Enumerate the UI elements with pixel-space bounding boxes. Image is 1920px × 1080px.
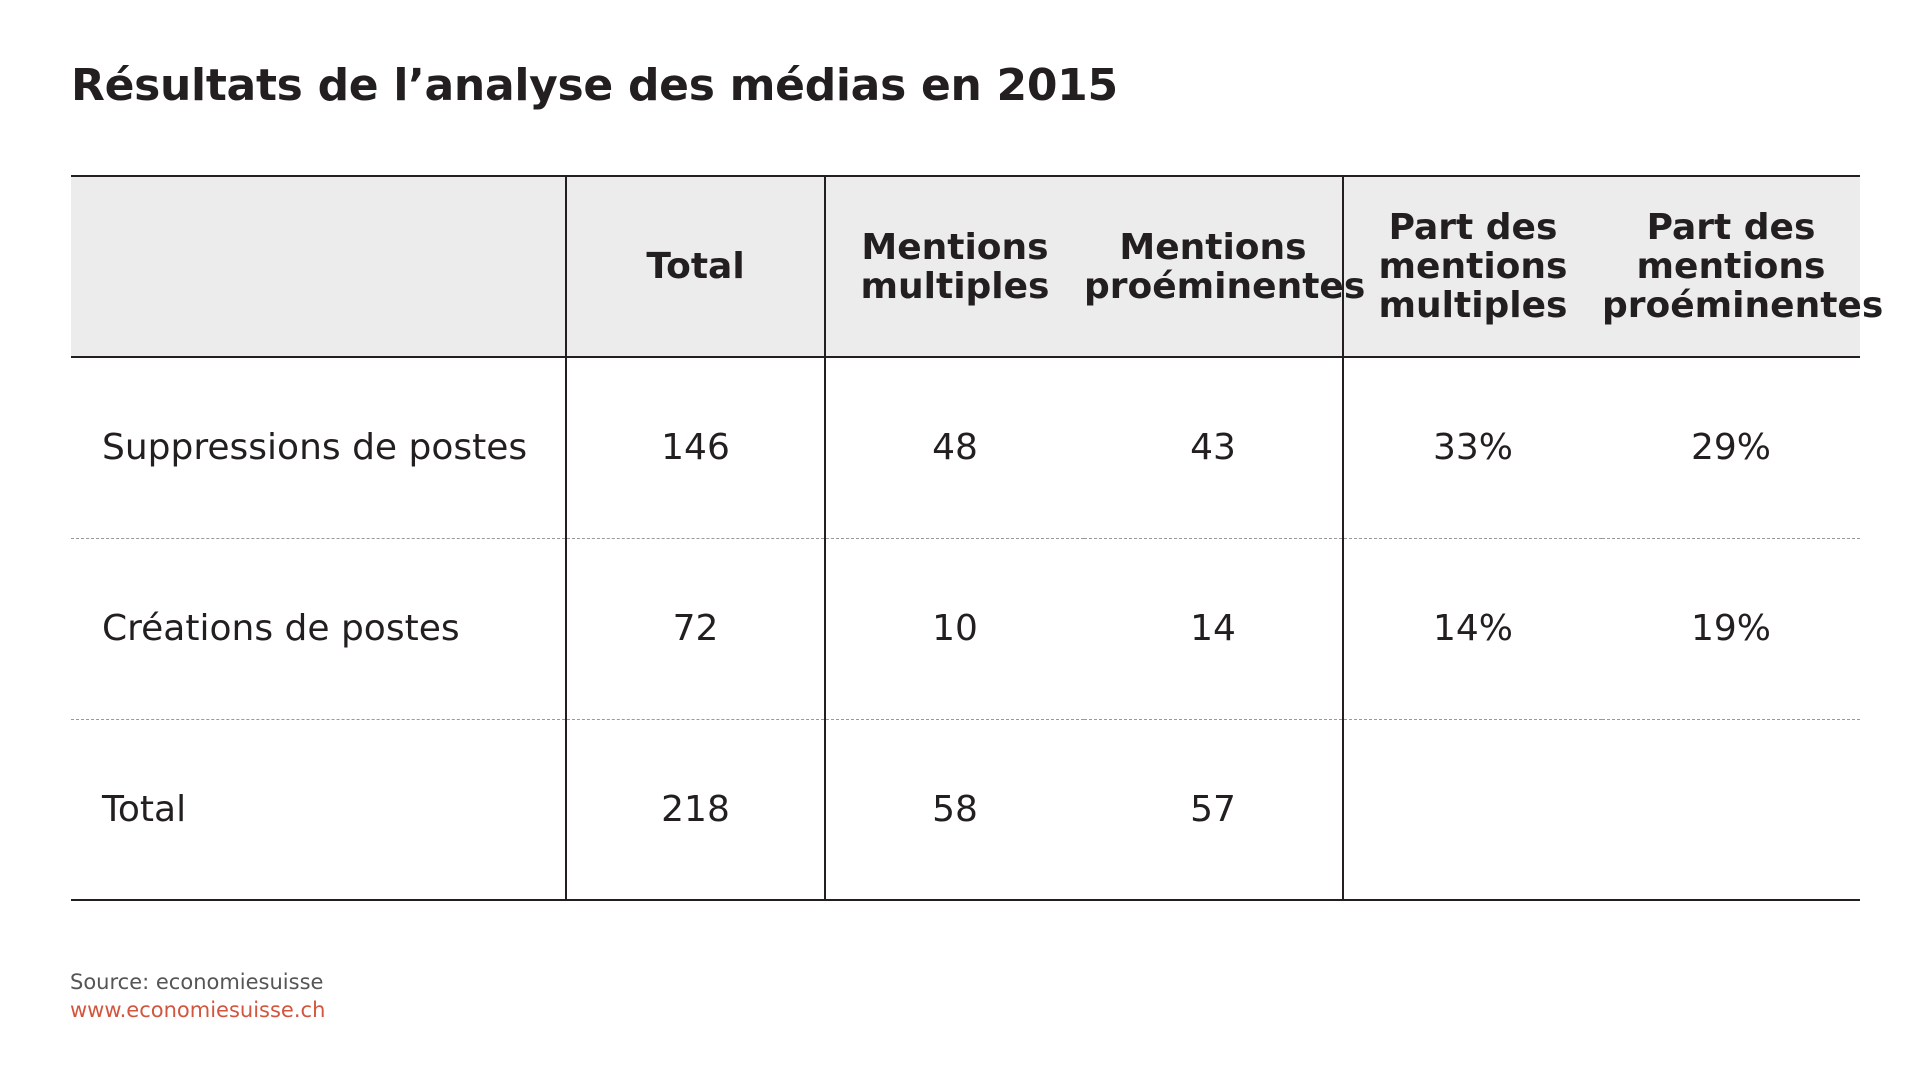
table-row: Créations de postes 72 10 14 14% 19% xyxy=(71,538,1860,720)
table-row: Suppressions de postes 146 48 43 33% 29% xyxy=(71,357,1860,539)
website-link[interactable]: www.economiesuisse.ch xyxy=(70,998,326,1022)
source-note: Source: economiesuisse xyxy=(70,970,324,994)
results-table-container: Total Mentions multiples Mentions proémi… xyxy=(71,175,1884,901)
cell-total: 146 xyxy=(566,357,826,539)
header-mentions-multiples: Mentions multiples xyxy=(825,175,1084,358)
cell-mentions-proeminentes: 14 xyxy=(1084,538,1344,720)
header-part-proeminentes: Part des mentions proéminentes xyxy=(1602,175,1884,358)
header-row: Total Mentions multiples Mentions proémi… xyxy=(71,175,1884,358)
table-row: Total 218 58 57 xyxy=(71,719,1860,901)
cell-part-proeminentes xyxy=(1602,719,1860,901)
cell-total: 218 xyxy=(566,719,826,901)
cell-mentions-proeminentes: 57 xyxy=(1084,719,1344,901)
table-body: Suppressions de postes 146 48 43 33% 29%… xyxy=(71,357,1860,901)
header-part-multiples-text: Part des mentions multiples xyxy=(1378,207,1568,326)
cell-mentions-multiples: 10 xyxy=(825,538,1084,720)
footer: Source: economiesuisse www.economiesuiss… xyxy=(70,968,325,1024)
header-mentions-proeminentes-text: Mentions proéminentes xyxy=(1084,226,1366,307)
cell-mentions-multiples: 48 xyxy=(825,357,1084,539)
page-title: Résultats de l’analyse des médias en 201… xyxy=(71,60,1118,111)
cell-part-multiples: 33% xyxy=(1343,357,1602,539)
row-label: Créations de postes xyxy=(71,538,567,720)
cell-mentions-proeminentes: 43 xyxy=(1084,357,1344,539)
header-mentions-multiples-text: Mentions multiples xyxy=(860,226,1050,307)
cell-part-multiples: 14% xyxy=(1343,538,1602,720)
header-label-column xyxy=(71,175,567,358)
header-mentions-proeminentes: Mentions proéminentes xyxy=(1084,175,1366,358)
cell-total: 72 xyxy=(566,538,826,720)
header-part-proeminentes-text: Part des mentions proéminentes xyxy=(1602,207,1884,326)
cell-mentions-multiples: 58 xyxy=(825,719,1084,901)
results-table: Total Mentions multiples Mentions proémi… xyxy=(71,175,1884,901)
row-label: Total xyxy=(71,719,567,901)
row-label: Suppressions de postes xyxy=(71,357,567,539)
cell-part-proeminentes: 19% xyxy=(1602,538,1860,720)
cell-part-multiples xyxy=(1343,719,1602,901)
table-header: Total Mentions multiples Mentions proémi… xyxy=(71,175,1884,358)
cell-part-proeminentes: 29% xyxy=(1602,357,1860,539)
header-part-multiples: Part des mentions multiples xyxy=(1343,175,1602,358)
header-total: Total xyxy=(566,175,826,358)
